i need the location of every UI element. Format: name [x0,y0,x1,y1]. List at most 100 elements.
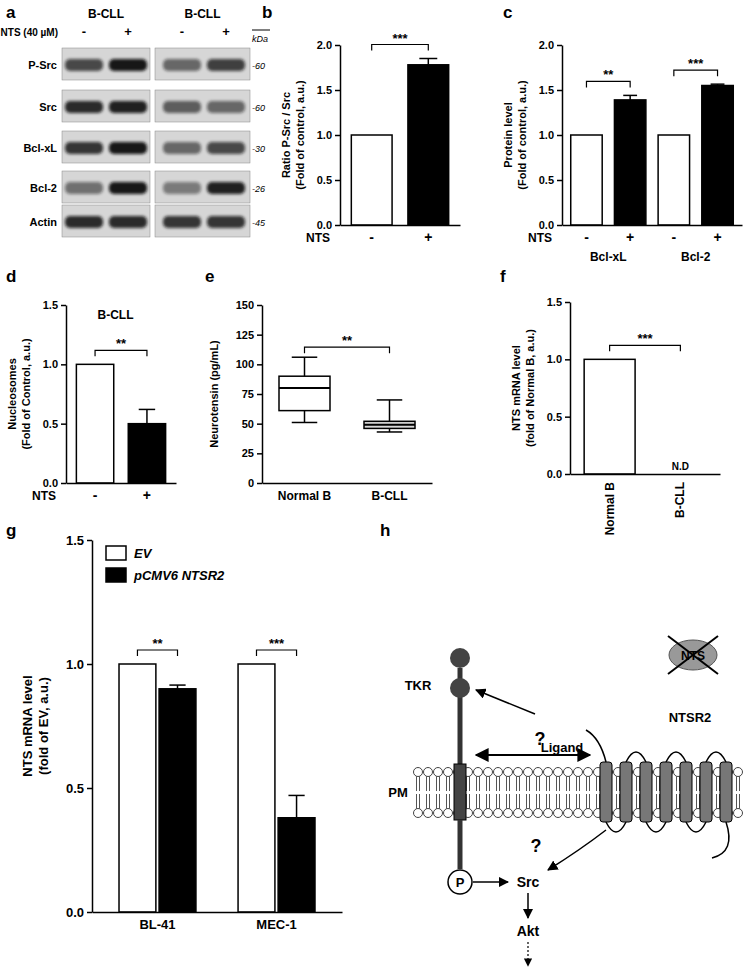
tick-mark [335,135,340,137]
phospho-label: P [456,875,465,890]
y-axis-title: Neurotensin (pg/mL) [208,340,220,448]
plot-area [279,357,415,432]
whisker-cap [292,422,318,424]
lipid-tail [539,776,540,791]
ntsr2-c-terminus [712,822,729,858]
x-axis-title: NTS [528,231,552,245]
legend: EVpCMV6 NTSR2 [106,546,225,583]
lipid-tail [589,776,590,791]
blot-band [163,142,201,154]
blot-row-label: Bcl-2 [30,182,57,194]
lipid-tail [479,794,480,809]
tick-mark [335,180,340,182]
category-label: + [713,229,721,245]
blot-background [155,131,250,163]
box [364,400,415,432]
blot-background [155,90,250,122]
tick-label: 0.5 [547,411,562,423]
src-akt-arrow [527,893,529,918]
tick-label: 0.0 [43,477,58,489]
significance: *** [637,331,653,346]
blot-band [163,182,201,194]
tick-mark [335,90,340,92]
y-axis: 0255075100125150 [236,299,263,489]
blot-column-label: B-CLL [185,7,221,21]
ntsr2-helix [700,762,712,822]
tick-mark [257,483,262,485]
tick: 0.5 [539,174,562,186]
x-axis-line [93,912,343,914]
tkr-tail [458,820,463,869]
tick-label: 0.5 [66,781,84,796]
error-bar [288,795,304,817]
significance: ** [116,336,127,351]
lipid-head [494,768,503,777]
lipid-head [524,809,533,818]
error-bar-line [428,59,430,65]
lipid-head [554,809,563,818]
tick-label: 1.5 [66,533,84,548]
panel-label: a [6,3,16,22]
ligand-label: Ligand [541,740,584,755]
category-label: - [584,229,589,245]
ntsr2-helix [660,762,672,822]
tick: 0 [248,477,262,489]
lipid-head [564,809,573,818]
category-label: - [93,487,98,503]
blot-band [207,216,245,228]
tkr-domain [450,648,470,668]
bar-chart: 0.00.51.01.5NTS mRNA level(fold of EV, a… [6,521,343,932]
blot-band [207,59,245,71]
lipid-head [474,809,483,818]
tick-mark [335,225,340,227]
x-axis-line [263,483,433,485]
bar-chart: 0.00.51.01.52.0Ratio P-Src / Src(Fold of… [262,3,461,245]
lipid-tail [519,794,520,809]
lipid-tail [499,776,500,791]
blot-band [109,142,147,154]
lipid-tail [446,794,447,809]
error-bar-cap [169,684,185,686]
blot-lane-label: + [124,24,132,39]
blot-row-label: Actin [30,216,58,228]
tick: 150 [236,299,262,311]
y-axis: 0.00.51.01.52.0 [539,39,563,231]
lipid-tail [426,794,427,809]
lipid-head [554,768,563,777]
lipid-tail [676,776,677,791]
lipid-tail [576,794,577,809]
error-bar [419,59,437,65]
y-axis: 0.00.51.01.5 [547,296,571,480]
box [279,357,330,422]
y-axis-title: (fold of Normal B, a.u.) [524,329,536,447]
error-bar-cap [288,795,304,797]
lipid-tail [476,794,477,809]
x-axis [93,912,343,913]
tick: 0.0 [547,468,570,480]
lipid-tail [489,776,490,791]
lipid-tail [416,776,417,791]
bar-chart: 0.00.51.01.52.0Protein level(Fold of con… [502,3,743,264]
lipid-tail [426,776,427,791]
bar [119,664,156,912]
tick-mark [257,423,262,425]
tick: 1.5 [66,533,92,548]
category-label: - [672,229,677,245]
blot-band [163,59,201,71]
lipid-head [584,768,593,777]
ntsr2-helix [640,762,652,822]
significance: ** [603,67,614,82]
lipid-tail [596,776,597,791]
bar [159,689,196,912]
x-axis-title: NTS [32,489,56,503]
tick-label: 25 [242,447,254,459]
lipid-tail [526,794,527,809]
box-chart: 0255075100125150Neurotensin (pg/mL)Norma… [205,267,433,503]
lipid-tail [529,794,530,809]
lipid-head [544,809,553,818]
tick-label: 1.5 [317,84,332,96]
plot-area [584,359,635,474]
lipid-tail [559,794,560,809]
blot-band [163,216,201,228]
median [279,387,330,389]
